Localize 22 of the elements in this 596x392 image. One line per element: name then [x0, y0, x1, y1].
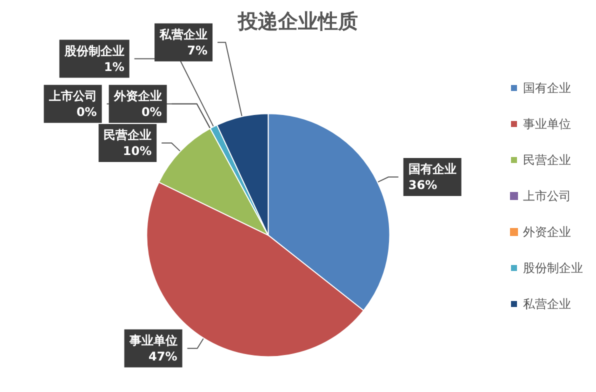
legend-label: 国有企业 [523, 81, 571, 95]
category-label: 外资企业 [114, 88, 162, 103]
slice-label: 民营企业 [104, 128, 152, 142]
category-label: 上市公司 [48, 88, 97, 103]
legend-label: 外资企业 [523, 225, 571, 239]
slice-label: 私营企业 [158, 27, 208, 42]
data-label: 7% [187, 43, 208, 58]
chart-title: 投递企业性质 [237, 9, 358, 33]
legend-label: 事业单位 [523, 117, 571, 131]
data-label: 1% [104, 60, 124, 74]
text: 0% [76, 104, 97, 119]
legend-label: 上市公司 [523, 189, 571, 203]
data-label: 36% [408, 178, 438, 192]
text: 0% [141, 104, 162, 119]
legend-label: 股份制企业 [523, 261, 583, 275]
data-label: 10% [122, 144, 152, 158]
slice-label: 事业单位 [128, 333, 178, 348]
legend-label: 民营企业 [523, 153, 571, 167]
data-label: 47% [148, 349, 178, 364]
legend-label: 私营企业 [523, 297, 571, 311]
slice-label: 国有企业 [408, 162, 456, 176]
slice-label: 股份制企业 [63, 44, 124, 58]
